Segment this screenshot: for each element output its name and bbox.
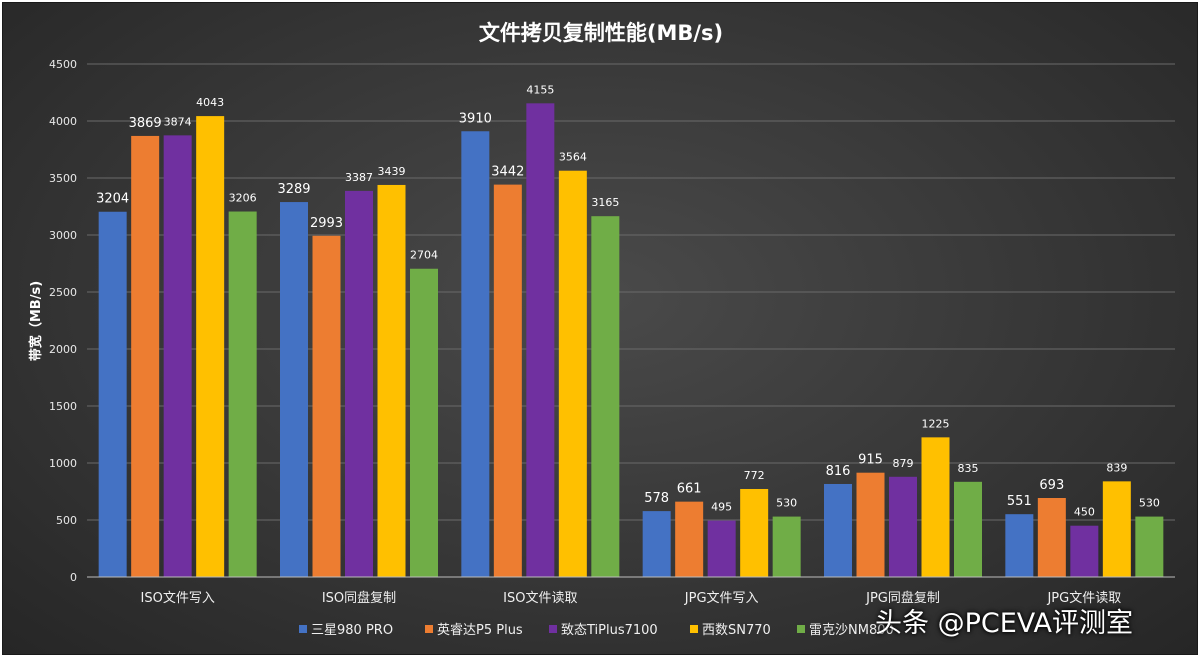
y-tick-label: 3500 [49, 172, 77, 185]
data-label: 1225 [922, 417, 950, 430]
data-label: 3289 [277, 182, 310, 197]
legend-swatch [299, 625, 307, 633]
bar [1037, 497, 1066, 577]
data-label: 551 [1007, 494, 1032, 509]
bar [591, 216, 620, 577]
data-label: 530 [776, 497, 797, 510]
data-label: 3204 [96, 192, 129, 207]
y-tick-labels: 0 500 1000 1500 2000 2500 3000 3500 4000 4500 [49, 58, 77, 584]
data-label: 3564 [559, 151, 587, 164]
bar [98, 211, 127, 577]
category-label: ISO同盘复制 [322, 590, 396, 606]
data-label: 772 [744, 469, 765, 482]
data-label: 3206 [229, 192, 257, 205]
data-label: 835 [958, 462, 979, 475]
data-label: 693 [1039, 478, 1064, 493]
bar [1102, 481, 1131, 577]
legend-label: 雷克沙NM800 [809, 623, 894, 638]
category-labels: ISO文件写入 ISO同盘复制 ISO文件读取 JPG文件写入 JPG同盘复制 JPG文件… [141, 590, 1122, 606]
bar [345, 190, 373, 577]
data-label: 3442 [491, 165, 524, 180]
data-label: 661 [677, 482, 702, 497]
category-label: JPG文件读取 [1046, 591, 1121, 606]
data-label: 2704 [410, 249, 438, 262]
data-label: 915 [858, 453, 883, 468]
bars [98, 103, 1164, 578]
bar [280, 202, 308, 577]
legend-swatch [549, 625, 557, 633]
bar [1070, 525, 1099, 577]
gridlines [87, 63, 1175, 521]
legend-label: 西数SN770 [702, 623, 771, 638]
bar [196, 116, 225, 578]
data-label: 578 [644, 491, 669, 506]
data-label: 3439 [378, 165, 406, 178]
y-axis-label: 带宽（MB/s) [28, 281, 44, 361]
legend-swatch [797, 625, 805, 633]
chart-title: 文件拷贝复制性能(MB/s) [479, 21, 723, 45]
bar [856, 472, 885, 577]
category-label: ISO文件写入 [141, 591, 215, 606]
y-tick-label: 3000 [49, 229, 77, 242]
bar [410, 268, 438, 577]
bar [558, 170, 587, 578]
bar [228, 211, 257, 578]
data-label: 3874 [164, 115, 192, 128]
data-label: 4155 [526, 83, 554, 96]
bar [131, 135, 160, 577]
bar [642, 511, 671, 577]
bar-chart: 文件拷贝复制性能(MB/s) 带宽（MB/s) 0 500 1000 1500 2000… [28, 21, 1175, 638]
bar [824, 483, 852, 577]
bar [740, 488, 769, 577]
legend-label: 英睿达P5 Plus [437, 623, 523, 638]
data-label: 3165 [591, 196, 619, 209]
legend: 三星980 PRO 英睿达P5 Plus 致态TiPlus7100 西数SN770 雷克… [299, 623, 894, 638]
data-label: 3869 [129, 116, 162, 131]
data-labels: 3204 3869 3874 4043 3206 3289 2993 3387 3439 2704… [96, 83, 1160, 518]
bar [461, 131, 490, 577]
legend-label: 致态TiPlus7100 [561, 623, 658, 638]
bar [772, 516, 801, 577]
data-label: 3387 [345, 171, 373, 184]
legend-swatch [425, 625, 433, 633]
legend-label: 三星980 PRO [311, 623, 393, 638]
y-tick-label: 1500 [49, 400, 77, 413]
category-label: ISO文件读取 [503, 591, 577, 606]
bar [889, 476, 917, 577]
data-label: 2993 [310, 216, 343, 231]
data-label: 530 [1139, 497, 1160, 510]
bar [675, 501, 704, 577]
data-label: 879 [893, 457, 914, 470]
data-label: 4043 [196, 96, 224, 109]
bar [921, 437, 950, 577]
bar [1135, 516, 1164, 577]
y-tick-label: 2000 [49, 343, 77, 356]
category-label: JPG文件写入 [684, 591, 759, 606]
bar [493, 184, 522, 577]
data-label: 3910 [459, 111, 492, 126]
bar [312, 235, 341, 577]
bar [377, 184, 406, 578]
y-tick-label: 2500 [49, 286, 77, 299]
bar [954, 481, 982, 577]
legend-swatch [690, 625, 698, 633]
y-tick-label: 500 [56, 514, 77, 527]
data-label: 816 [826, 464, 851, 479]
data-label: 839 [1106, 461, 1127, 474]
y-tick-label: 4500 [49, 58, 77, 71]
data-label: 450 [1074, 506, 1095, 519]
watermark: 头条 @PCEVA评测室 [875, 608, 1133, 639]
y-tick-label: 1000 [49, 457, 77, 470]
y-tick-label: 0 [70, 571, 77, 584]
bar [1005, 514, 1034, 577]
data-label: 495 [711, 501, 732, 514]
category-label: JPG同盘复制 [865, 590, 940, 606]
bar [707, 520, 736, 577]
y-tick-label: 4000 [49, 115, 77, 128]
bar [163, 135, 192, 577]
bar [526, 103, 555, 577]
